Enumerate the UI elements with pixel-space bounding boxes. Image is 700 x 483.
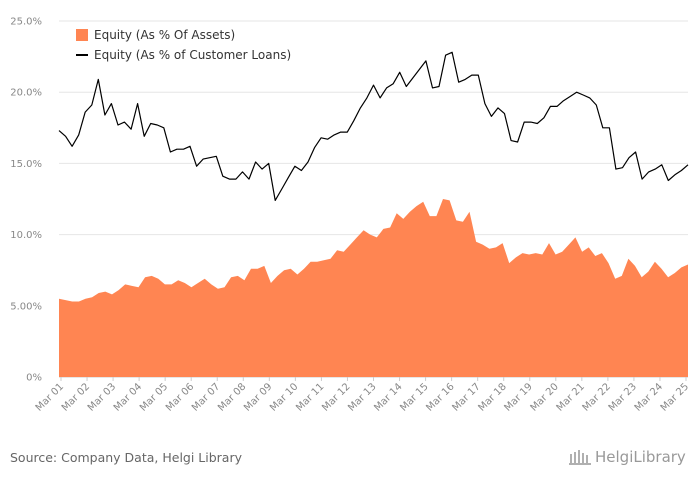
x-tick-label: Mar 12	[320, 381, 352, 413]
legend-label-loans: Equity (As % of Customer Loans)	[94, 48, 291, 62]
y-tick-label: 25.0%	[10, 17, 42, 28]
brand-logo: HelgiLibrary	[568, 448, 686, 466]
library-building-icon	[569, 450, 591, 465]
x-tick-label: Mar 05	[138, 381, 170, 413]
x-tick-label: Mar 09	[242, 381, 274, 413]
x-tick-label: Mar 03	[86, 381, 118, 413]
x-tick-label: Mar 22	[581, 381, 613, 413]
brand-name: HelgiLibrary	[595, 448, 686, 466]
x-tick-label: Mar 08	[216, 381, 248, 413]
x-tick-label: Mar 21	[555, 381, 587, 413]
y-tick-label: 15.0%	[10, 159, 42, 170]
x-tick-label: Mar 15	[398, 381, 430, 413]
x-tick-label: Mar 06	[164, 381, 196, 413]
x-tick-label: Mar 14	[372, 381, 404, 413]
x-tick-label: Mar 04	[112, 381, 144, 413]
legend-swatch-assets	[76, 29, 88, 41]
x-tick-label: Mar 10	[268, 381, 300, 413]
plot-area	[59, 199, 688, 377]
series-area-assets	[59, 199, 688, 377]
legend: Equity (As % Of Assets) Equity (As % of …	[76, 28, 291, 62]
y-tick-label: 20.0%	[10, 88, 42, 99]
x-tick-label: Mar 23	[607, 381, 639, 413]
x-tick-label: Mar 19	[502, 381, 534, 413]
x-tick-label: Mar 07	[190, 381, 222, 413]
x-tick-label: Mar 20	[529, 381, 561, 413]
y-tick-label: 5.00%	[10, 301, 42, 312]
legend-label-assets: Equity (As % Of Assets)	[94, 28, 235, 42]
x-tick-label: Mar 18	[476, 381, 508, 413]
x-tick-label: Mar 13	[346, 381, 378, 413]
x-tick-label: Mar 24	[633, 381, 665, 413]
x-tick-label: Mar 11	[294, 381, 326, 413]
y-tick-label: 0%	[26, 373, 42, 384]
y-axis: 0% 5.00% 10.0% 15.0% 20.0% 25.0%	[10, 17, 42, 384]
series-line-loans	[58, 51, 689, 201]
x-tick-label: Mar 01	[34, 381, 66, 413]
x-tick-label: Mar 16	[424, 381, 456, 413]
x-tick-label: Mar 17	[450, 381, 482, 413]
x-tick-label: Mar 25	[659, 381, 691, 413]
y-tick-label: 10.0%	[10, 230, 42, 241]
plot-lines	[58, 51, 689, 201]
source-text: Source: Company Data, Helgi Library	[10, 450, 243, 465]
x-tick-label: Mar 02	[60, 381, 92, 413]
